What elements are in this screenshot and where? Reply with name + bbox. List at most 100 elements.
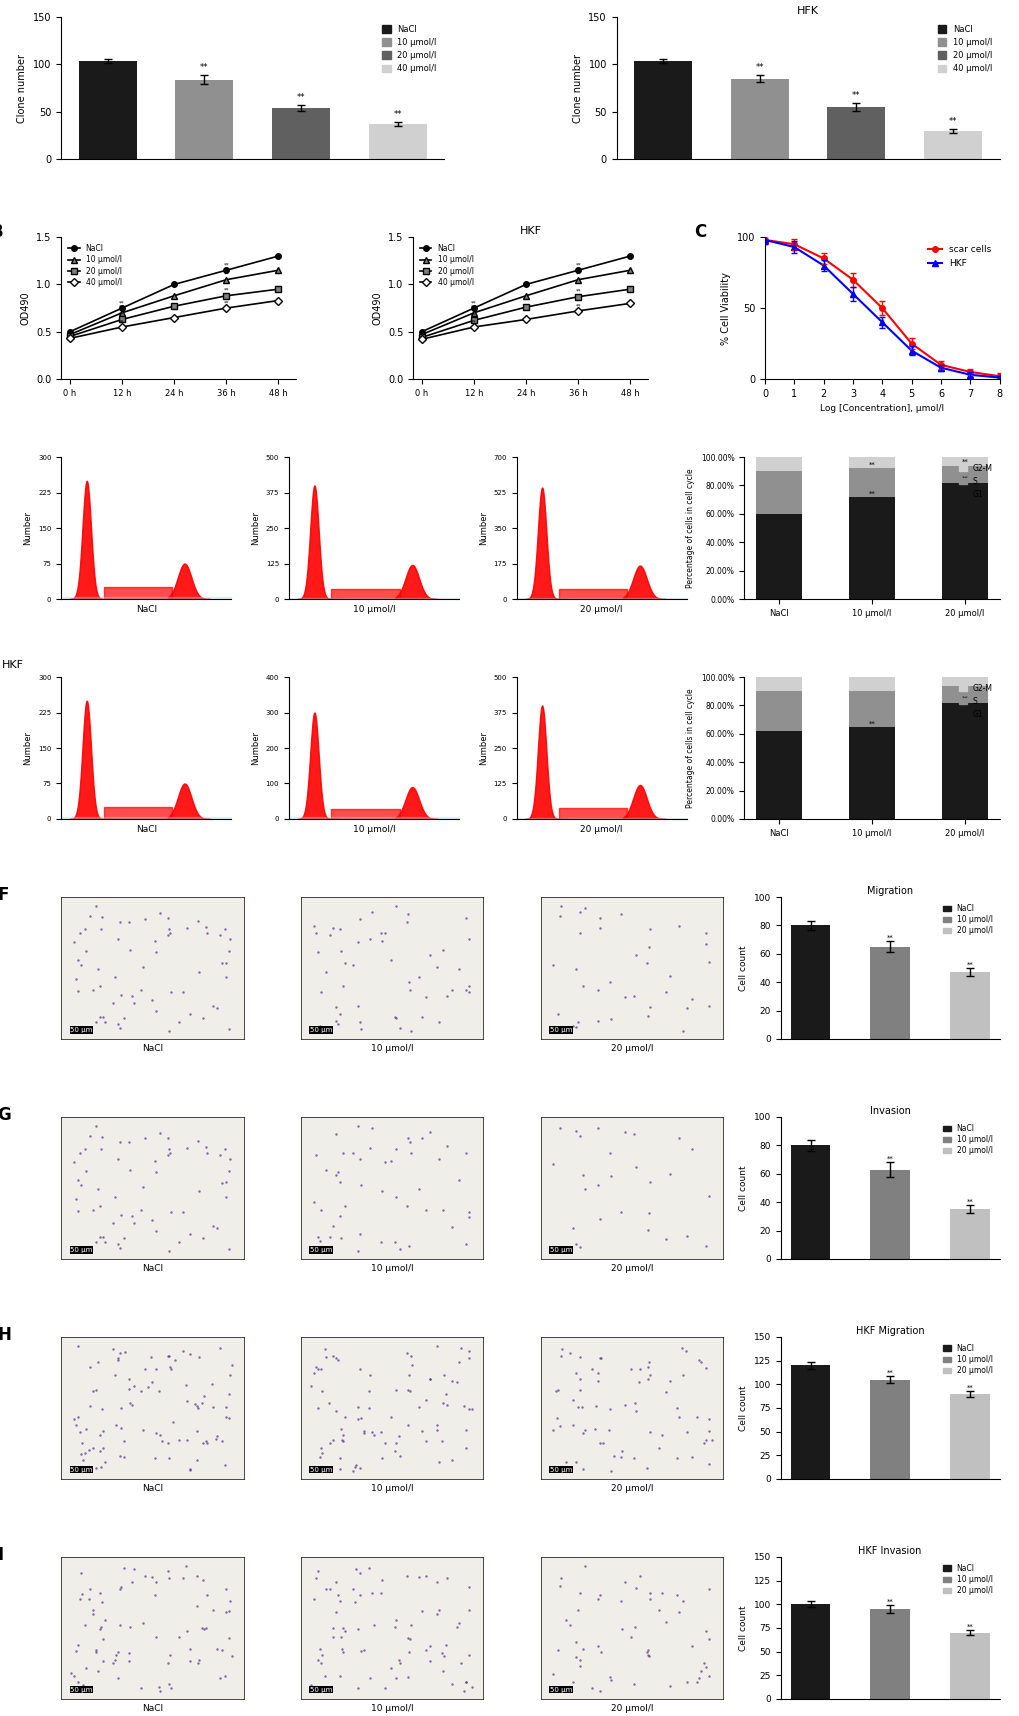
Point (334, 973, 351, 1000)
Point (430, 1009, 446, 1036)
20 μmol/l (220, 285, 232, 305)
Point (218, 1184, 234, 1211)
10 μmol/l (64, 324, 76, 345)
Point (123, 1203, 140, 1230)
Point (336, 1193, 353, 1220)
Point (352, 1356, 368, 1383)
Point (443, 1670, 460, 1697)
Point (376, 1429, 392, 1457)
Bar (826, 106, 884, 160)
Point (437, 1380, 453, 1407)
Point (567, 1230, 583, 1258)
Point (178, 915, 195, 942)
Point (135, 952, 151, 980)
Point (336, 1404, 353, 1431)
10 μmol/l (272, 259, 284, 280)
Bar (941, 456, 987, 465)
Point (211, 1665, 227, 1692)
Point (586, 1416, 602, 1443)
Point (303, 1671, 319, 1699)
Point (309, 1558, 325, 1586)
Point (178, 1618, 195, 1646)
Point (95, 1224, 111, 1251)
40 μmol/l (520, 309, 532, 329)
Point (191, 958, 207, 985)
Bar (848, 498, 895, 599)
Point (174, 1198, 191, 1225)
Point (220, 1014, 236, 1042)
Point (148, 997, 164, 1024)
Point (332, 1416, 348, 1443)
Point (110, 1665, 126, 1692)
Point (331, 1663, 347, 1690)
Point (69, 1198, 86, 1225)
Point (313, 1356, 329, 1383)
Point (350, 1237, 366, 1265)
Point (448, 1613, 465, 1640)
Point (86, 1599, 102, 1627)
Point (198, 1134, 214, 1162)
Bar (755, 692, 802, 731)
Point (353, 1172, 369, 1199)
Point (108, 1642, 124, 1670)
Text: 50 μm: 50 μm (549, 1467, 572, 1472)
Point (589, 1359, 605, 1387)
Point (639, 1639, 655, 1666)
Point (450, 956, 467, 983)
Point (386, 1004, 403, 1031)
10 μmol/l (168, 285, 180, 305)
Point (132, 1196, 149, 1224)
Bar (941, 465, 987, 482)
20 μmol/l (64, 326, 76, 347)
Point (616, 1119, 633, 1146)
Point (327, 1598, 343, 1625)
Point (567, 1359, 583, 1387)
Point (626, 1670, 642, 1697)
Point (220, 1405, 236, 1433)
Point (132, 976, 149, 1004)
Point (123, 1392, 140, 1419)
Point (639, 1640, 655, 1668)
10 μmol/l (116, 302, 128, 323)
Point (458, 1435, 474, 1462)
Bar (949, 1210, 988, 1260)
Point (344, 1139, 361, 1167)
Point (674, 1587, 690, 1615)
Point (65, 1405, 82, 1433)
Point (314, 1642, 330, 1670)
Point (438, 1392, 454, 1419)
Point (115, 1428, 131, 1455)
Point (122, 1157, 139, 1184)
Point (113, 1201, 129, 1229)
Point (602, 1666, 619, 1694)
Point (318, 1575, 334, 1603)
Point (386, 1229, 403, 1256)
Point (97, 1606, 113, 1634)
Y-axis label: Cell count: Cell count (739, 1604, 748, 1651)
Point (112, 1338, 128, 1366)
Point (567, 954, 583, 982)
Point (684, 1134, 700, 1162)
Point (152, 899, 168, 927)
Line: 10 μmol/l: 10 μmol/l (67, 268, 281, 338)
Point (671, 1124, 687, 1151)
Point (159, 1649, 175, 1677)
Point (458, 1668, 474, 1695)
Point (332, 937, 348, 964)
Point (110, 1344, 126, 1371)
Point (678, 1668, 694, 1695)
Point (152, 1421, 168, 1448)
Point (657, 1608, 674, 1635)
Line: HKF: HKF (761, 237, 1002, 381)
Point (69, 1332, 86, 1359)
Point (115, 1224, 131, 1251)
Point (591, 1205, 607, 1232)
Point (148, 1623, 164, 1651)
Point (148, 1356, 164, 1383)
Point (612, 1587, 629, 1615)
Point (571, 1234, 587, 1261)
Point (327, 1162, 343, 1189)
Point (366, 1421, 382, 1448)
20 μmol/l (468, 311, 480, 331)
Point (108, 1411, 124, 1438)
